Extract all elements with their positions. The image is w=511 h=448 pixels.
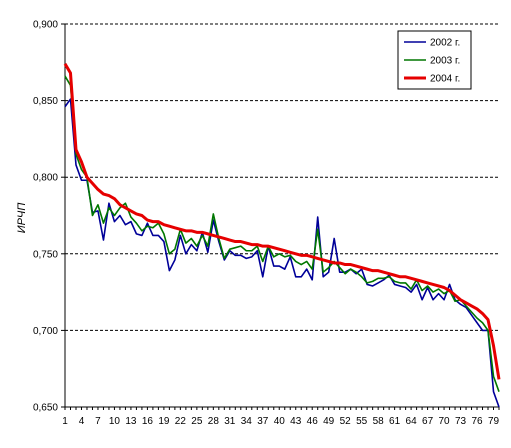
y-tick-label: 0,800 [33,173,58,184]
x-tick-label: 64 [406,416,418,427]
x-tick-label: 49 [323,416,335,427]
x-tick-label: 22 [175,416,187,427]
x-tick-label: 61 [389,416,401,427]
x-tick-label: 67 [422,416,434,427]
legend-label: 2004 г. [430,74,460,85]
x-tick-label: 13 [125,416,137,427]
y-tick-label: 0,900 [33,20,58,31]
x-tick-label: 28 [208,416,220,427]
x-tick-label: 31 [224,416,236,427]
x-tick-label: 46 [307,416,319,427]
x-tick-label: 73 [455,416,467,427]
series-line-1 [64,98,500,408]
x-tick-label: 43 [290,416,302,427]
x-tick-label: 70 [439,416,451,427]
y-axis-label: ИРЧП [16,203,28,234]
y-tick-label: 0,650 [33,403,58,414]
x-tick-label: 19 [158,416,170,427]
gridlines [65,23,499,331]
x-tick-label: 4 [79,416,85,427]
y-tick-label: 0,750 [33,249,58,260]
y-tick-label: 0,850 [33,96,58,107]
series-line-3 [63,63,501,380]
x-tick-label: 7 [95,416,101,427]
x-tick-label: 79 [488,416,500,427]
y-tick-label: 0,700 [33,326,58,337]
x-tick-label: 1 [62,416,68,427]
x-tick-label: 52 [340,416,352,427]
x-tick-label: 37 [257,416,269,427]
y-tick-labels: 0,650 0,700 0,750 0,800 0,850 0,900 [33,20,58,414]
legend-label: 2002 г. [430,38,460,49]
x-tick-labels: 1 4 7 10 13 16 19 22 25 28 31 34 37 40 43 46 49 52 55 58 61 6… [62,416,499,427]
x-tick-label: 40 [274,416,286,427]
x-tick-label: 76 [471,416,483,427]
legend: 2002 г. 2003 г. 2004 г. [397,30,472,90]
x-tick-label: 58 [373,416,385,427]
x-tick-label: 10 [109,416,121,427]
x-tick-label: 34 [241,416,253,427]
x-tick-label: 16 [142,416,154,427]
x-tick-label: 55 [356,416,368,427]
series-layer [63,63,501,408]
x-tick-label: 25 [191,416,203,427]
legend-label: 2003 г. [430,56,460,67]
series-line-2 [64,75,500,392]
axes [61,23,500,410]
